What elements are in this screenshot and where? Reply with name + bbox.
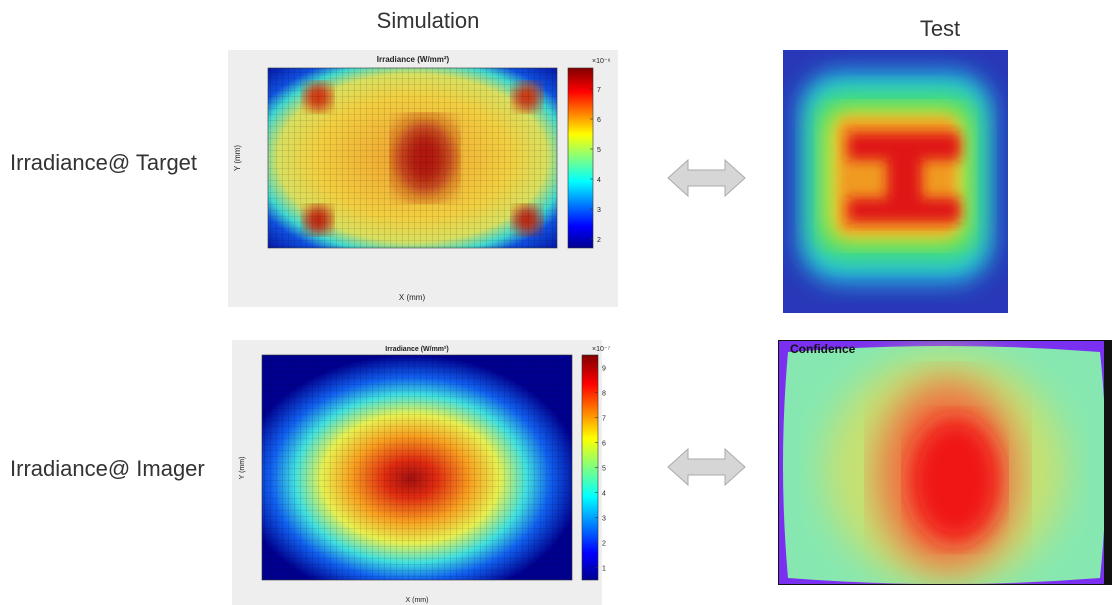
hot-spot — [910, 418, 1000, 542]
colorbar-tick-label: 6 — [602, 441, 606, 448]
image-label: Confidence — [790, 342, 856, 356]
compare-arrow — [668, 160, 745, 196]
x-axis-label: X (mm) — [399, 293, 426, 302]
row-label: Irradiance@ Target — [10, 150, 197, 175]
colorbar-tick-label: 4 — [602, 491, 606, 498]
colorbar-tick-label: 7 — [602, 416, 606, 423]
colorbar-tick-label: 5 — [597, 147, 601, 154]
colorbar-tick-label: 1 — [602, 566, 606, 573]
column-header: Test — [920, 16, 960, 41]
plot-title: Irradiance (W/mm²) — [385, 346, 448, 353]
simulation-plot: Irradiance (W/mm²) X (mm) Y (mm) ×10⁻⁶ 2… — [228, 50, 618, 307]
colorbar-tick-label: 9 — [602, 366, 606, 373]
simulation-plot: Irradiance (W/mm²) X (mm) Y (mm) ×10⁻⁷ 1… — [232, 340, 611, 605]
image-edge — [1104, 340, 1112, 585]
grid-overlay — [268, 68, 557, 248]
colorbar-tick-label: 3 — [597, 207, 601, 214]
y-axis-label: Y (mm) — [233, 145, 242, 171]
slide: Simulation Test Irradiance@ Target Irrad… — [0, 0, 1112, 605]
colorbar-tick-label: 2 — [602, 541, 606, 548]
colorbar-tick-label: 4 — [597, 177, 601, 184]
column-header: Simulation — [377, 8, 480, 33]
grid-overlay — [262, 355, 572, 580]
colorbar-scale: ×10⁻⁷ — [592, 346, 611, 353]
test-image — [778, 340, 1112, 585]
colorbar-tick-label: 8 — [602, 391, 606, 398]
heatmap — [268, 68, 557, 248]
colorbar-tick-label: 2 — [597, 237, 601, 244]
y-axis-label: Y (mm) — [239, 457, 246, 480]
colorbar-scale: ×10⁻⁶ — [592, 58, 611, 65]
colorbar-tick-label: 5 — [602, 466, 606, 473]
colorbar-tick-label: 3 — [602, 516, 606, 523]
test-image — [783, 50, 1008, 313]
colorbar — [568, 68, 593, 248]
x-axis-label: X (mm) — [406, 597, 429, 604]
colorbar-tick-label: 7 — [597, 87, 601, 94]
colorbar-tick-label: 6 — [597, 117, 601, 124]
row-label: Irradiance@ Imager — [10, 456, 205, 481]
compare-arrow — [668, 449, 745, 485]
plot-title: Irradiance (W/mm²) — [377, 55, 450, 64]
